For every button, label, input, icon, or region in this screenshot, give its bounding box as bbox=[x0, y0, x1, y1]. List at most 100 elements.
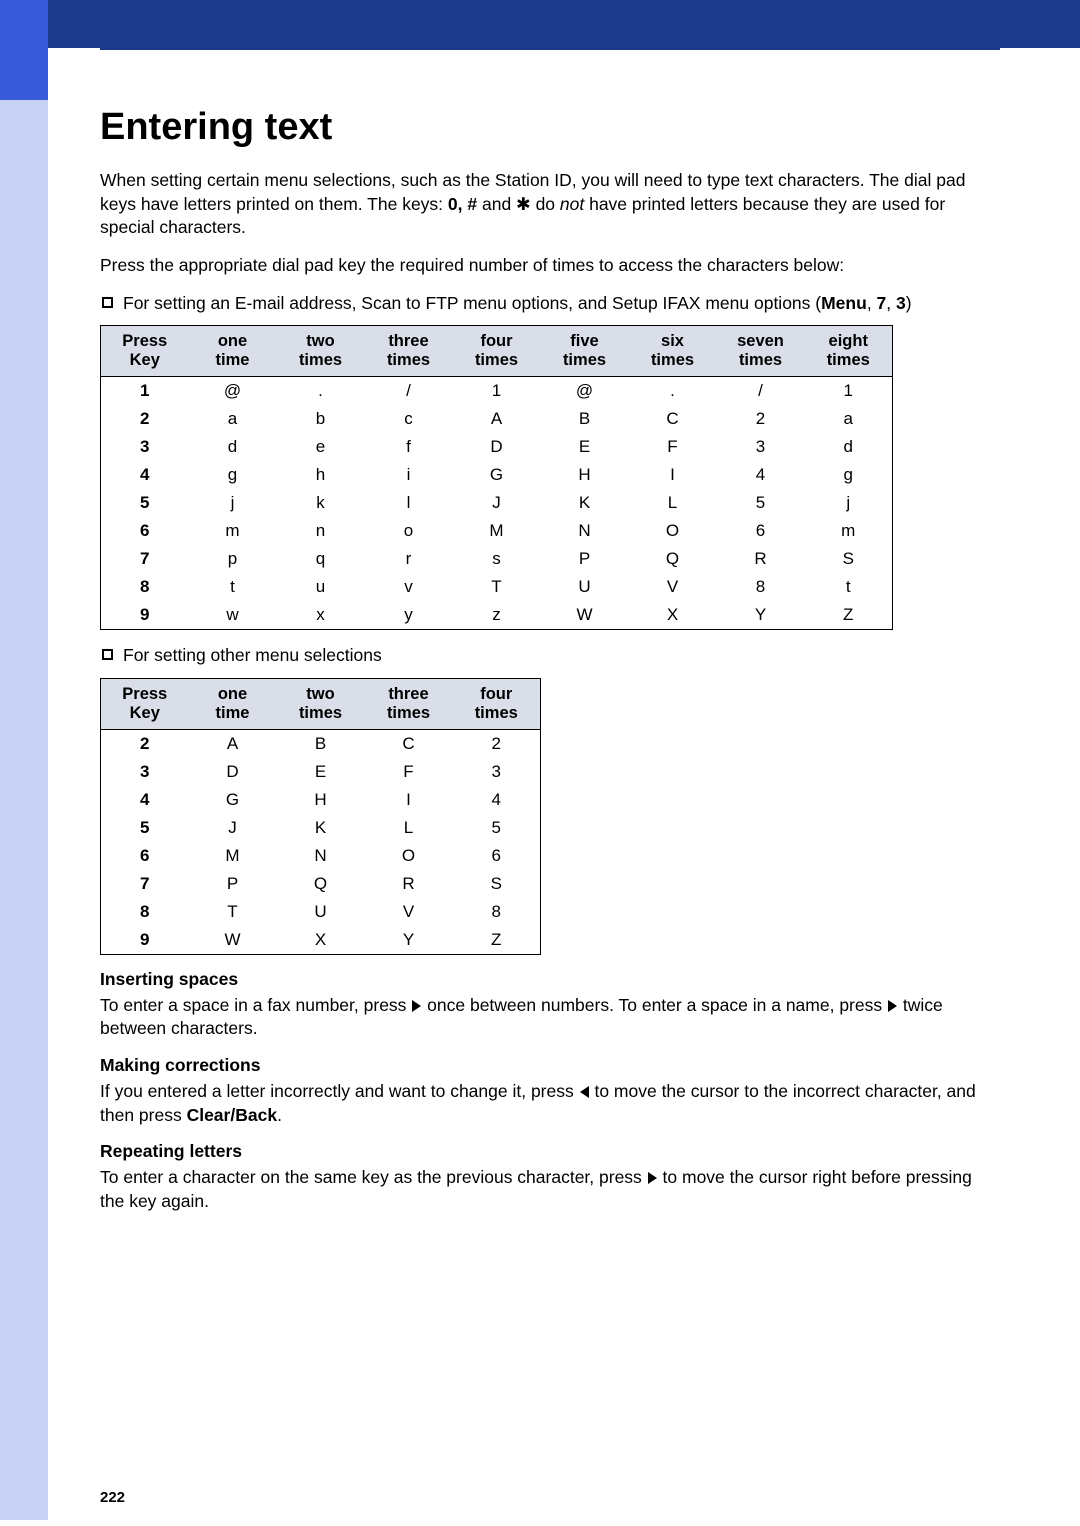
table-cell: 1 bbox=[805, 377, 893, 406]
table-header: PressKey bbox=[101, 326, 189, 377]
table-cell: 2 bbox=[453, 729, 541, 758]
table-row: 9wxyzWXYZ bbox=[101, 601, 893, 630]
intro-keys-text: 0, # bbox=[448, 194, 482, 214]
table-row: 4GHI4 bbox=[101, 786, 541, 814]
table-cell: u bbox=[277, 573, 365, 601]
bullet1-7: 7 bbox=[877, 293, 887, 313]
table-row: 3DEF3 bbox=[101, 758, 541, 786]
bullet1-d: ) bbox=[906, 293, 912, 313]
table-cell: A bbox=[189, 729, 277, 758]
intro-paragraph-2: Press the appropriate dial pad key the r… bbox=[100, 254, 1000, 278]
table-cell: B bbox=[277, 729, 365, 758]
table-cell: p bbox=[189, 545, 277, 573]
table-row: 3defDEF3d bbox=[101, 433, 893, 461]
right-arrow-icon bbox=[648, 1172, 657, 1184]
table-cell: 5 bbox=[453, 814, 541, 842]
table-cell: e bbox=[277, 433, 365, 461]
table-cell: X bbox=[277, 926, 365, 955]
table-cell: Y bbox=[365, 926, 453, 955]
section-inserting-spaces-text: To enter a space in a fax number, press … bbox=[100, 994, 1000, 1041]
table-cell: z bbox=[453, 601, 541, 630]
table-cell: / bbox=[717, 377, 805, 406]
page-title: Entering text bbox=[100, 106, 1000, 149]
table-cell: 9 bbox=[101, 926, 189, 955]
table-cell: 8 bbox=[717, 573, 805, 601]
top-accent-bar bbox=[0, 0, 1080, 48]
bullet-2-text: For setting other menu selections bbox=[123, 644, 382, 668]
intro-paragraph-1: When setting certain menu selections, su… bbox=[100, 169, 1000, 240]
table-cell: M bbox=[453, 517, 541, 545]
table-cell: 4 bbox=[101, 461, 189, 489]
table-cell: C bbox=[629, 405, 717, 433]
table-header: sixtimes bbox=[629, 326, 717, 377]
table-cell: W bbox=[189, 926, 277, 955]
bullet1-a: For setting an E-mail address, Scan to F… bbox=[123, 293, 821, 313]
sec2-clear-back: Clear/Back bbox=[187, 1105, 277, 1125]
table-row: 2abcABC2a bbox=[101, 405, 893, 433]
table-cell: y bbox=[365, 601, 453, 630]
table-cell: I bbox=[629, 461, 717, 489]
table-cell: 3 bbox=[717, 433, 805, 461]
table-cell: S bbox=[453, 870, 541, 898]
bullet1-3: 3 bbox=[896, 293, 906, 313]
table-cell: X bbox=[629, 601, 717, 630]
table-header: PressKey bbox=[101, 678, 189, 729]
table-header: fivetimes bbox=[541, 326, 629, 377]
table-header: threetimes bbox=[365, 326, 453, 377]
table-cell: o bbox=[365, 517, 453, 545]
table-row: 9WXYZ bbox=[101, 926, 541, 955]
table-cell: Q bbox=[277, 870, 365, 898]
table-cell: 6 bbox=[453, 842, 541, 870]
table-cell: c bbox=[365, 405, 453, 433]
table-cell: 8 bbox=[101, 573, 189, 601]
table-cell: J bbox=[453, 489, 541, 517]
bullet1-menu: Menu bbox=[821, 293, 867, 313]
table-cell: r bbox=[365, 545, 453, 573]
bullet1-b: , bbox=[867, 293, 877, 313]
table-cell: B bbox=[541, 405, 629, 433]
section-heading-making-corrections: Making corrections bbox=[100, 1055, 1000, 1076]
bullet-item-2: For setting other menu selections bbox=[100, 644, 1000, 668]
table-cell: E bbox=[541, 433, 629, 461]
table-cell: 5 bbox=[101, 814, 189, 842]
table-row: 7PQRS bbox=[101, 870, 541, 898]
table-cell: d bbox=[189, 433, 277, 461]
table-cell: 8 bbox=[453, 898, 541, 926]
page: Entering text When setting certain menu … bbox=[0, 0, 1080, 1526]
right-arrow-icon bbox=[412, 1000, 421, 1012]
table-header: eighttimes bbox=[805, 326, 893, 377]
table-cell: s bbox=[453, 545, 541, 573]
sec2-a: If you entered a letter incorrectly and … bbox=[100, 1081, 579, 1101]
sec1-b: once between numbers. To enter a space i… bbox=[422, 995, 887, 1015]
bullet-1-text: For setting an E-mail address, Scan to F… bbox=[123, 292, 912, 316]
table-cell: H bbox=[541, 461, 629, 489]
table-row: 6MNO6 bbox=[101, 842, 541, 870]
table-cell: w bbox=[189, 601, 277, 630]
table-cell: 4 bbox=[717, 461, 805, 489]
table-cell: l bbox=[365, 489, 453, 517]
table-row: 6mnoMNO6m bbox=[101, 517, 893, 545]
table-cell: . bbox=[629, 377, 717, 406]
table-cell: @ bbox=[541, 377, 629, 406]
table-cell: N bbox=[277, 842, 365, 870]
sec3-a: To enter a character on the same key as … bbox=[100, 1167, 647, 1187]
table-cell: R bbox=[365, 870, 453, 898]
table-cell: A bbox=[453, 405, 541, 433]
table-cell: P bbox=[541, 545, 629, 573]
table-header: onetime bbox=[189, 678, 277, 729]
bullet1-c: , bbox=[886, 293, 896, 313]
table-cell: n bbox=[277, 517, 365, 545]
table-cell: S bbox=[805, 545, 893, 573]
table-row: 8TUV8 bbox=[101, 898, 541, 926]
table-cell: P bbox=[189, 870, 277, 898]
table-cell: Z bbox=[453, 926, 541, 955]
table-cell: T bbox=[189, 898, 277, 926]
table-cell: 6 bbox=[101, 517, 189, 545]
page-number: 222 bbox=[100, 1489, 125, 1506]
table-cell: a bbox=[805, 405, 893, 433]
table-cell: 3 bbox=[101, 758, 189, 786]
table-cell: 4 bbox=[453, 786, 541, 814]
table-cell: I bbox=[365, 786, 453, 814]
horizontal-rule bbox=[100, 48, 1000, 50]
table-cell: 5 bbox=[101, 489, 189, 517]
